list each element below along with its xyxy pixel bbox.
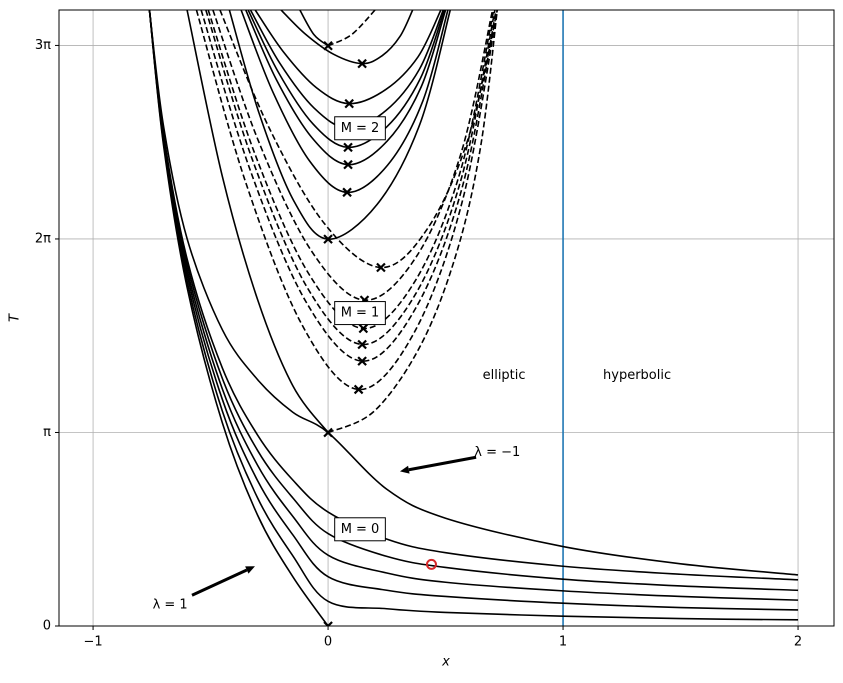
arrow-shaft bbox=[408, 455, 477, 472]
annotation: λ = −1 bbox=[474, 445, 520, 460]
label-box bbox=[334, 301, 386, 326]
curve bbox=[186, 10, 329, 434]
x-tick-label: 1 bbox=[559, 635, 567, 650]
arrow-head bbox=[245, 566, 255, 574]
x-tick-label: −1 bbox=[83, 635, 102, 650]
x-marker bbox=[376, 262, 386, 273]
y-tick-label: 2π bbox=[35, 231, 51, 246]
annotation: hyperbolic bbox=[603, 368, 671, 383]
x-marker bbox=[343, 142, 353, 153]
curve bbox=[148, 10, 799, 611]
x-marker bbox=[323, 234, 333, 244]
x-marker bbox=[343, 159, 353, 170]
curve bbox=[327, 10, 376, 47]
highlight-point bbox=[425, 558, 437, 570]
plot-area bbox=[148, 10, 799, 626]
x-marker bbox=[357, 339, 367, 350]
x-marker bbox=[323, 427, 333, 438]
annotation: elliptic bbox=[483, 368, 526, 383]
region-label: M = 0 bbox=[341, 522, 380, 537]
annotation: λ = 1 bbox=[153, 598, 188, 613]
x-marker bbox=[357, 356, 367, 366]
region-label: M = 2 bbox=[341, 121, 380, 136]
label-box bbox=[334, 517, 386, 542]
curve bbox=[148, 10, 799, 576]
curve bbox=[327, 10, 499, 434]
x-marker bbox=[357, 58, 367, 69]
x-marker bbox=[358, 323, 369, 334]
x-marker bbox=[323, 40, 333, 51]
curve bbox=[148, 10, 799, 621]
arrow-head bbox=[399, 465, 410, 474]
x-marker bbox=[342, 187, 352, 198]
curve bbox=[148, 10, 799, 581]
label-box bbox=[334, 116, 386, 141]
y-tick-label: π bbox=[43, 425, 51, 440]
curve bbox=[200, 10, 497, 362]
region-label: M = 1 bbox=[341, 306, 380, 321]
y-tick-label: 0 bbox=[43, 619, 51, 634]
x-tick-label: 2 bbox=[794, 635, 802, 650]
x-tick-label: 0 bbox=[324, 635, 332, 650]
curve bbox=[195, 10, 499, 391]
axes-frame bbox=[58, 9, 835, 627]
x-marker bbox=[344, 98, 354, 109]
y-tick-label: 3π bbox=[35, 38, 51, 53]
x-axis-label: x bbox=[441, 655, 450, 670]
x-marker bbox=[353, 384, 364, 395]
x-marker bbox=[323, 621, 333, 626]
curve bbox=[205, 10, 496, 346]
arrow-shaft bbox=[191, 568, 248, 597]
y-axis-label: T bbox=[8, 313, 23, 322]
